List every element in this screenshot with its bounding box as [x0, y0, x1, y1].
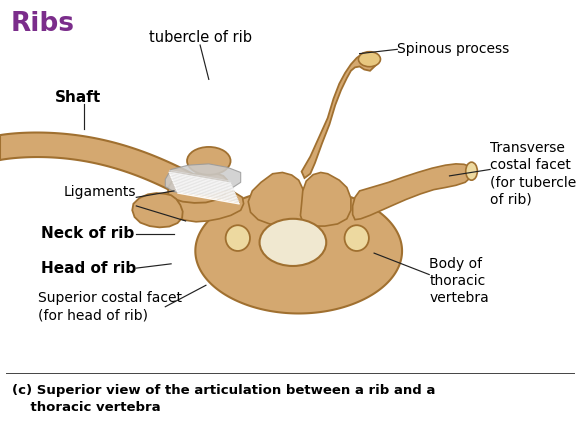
Polygon shape — [165, 184, 244, 222]
Ellipse shape — [259, 219, 326, 266]
Text: Neck of rib: Neck of rib — [41, 227, 134, 241]
Text: Ligaments: Ligaments — [64, 185, 136, 199]
Polygon shape — [165, 164, 241, 194]
Polygon shape — [300, 172, 351, 226]
Ellipse shape — [345, 225, 369, 251]
Polygon shape — [302, 52, 377, 178]
Polygon shape — [195, 188, 402, 314]
Polygon shape — [353, 164, 473, 220]
Ellipse shape — [226, 225, 250, 251]
Text: Head of rib: Head of rib — [41, 261, 136, 275]
Text: Ribs: Ribs — [10, 11, 74, 37]
Ellipse shape — [466, 162, 477, 180]
Text: Body of
thoracic
vertebra: Body of thoracic vertebra — [429, 257, 489, 305]
Ellipse shape — [159, 193, 176, 215]
Polygon shape — [248, 172, 306, 226]
Text: Shaft: Shaft — [55, 90, 102, 105]
Text: (c) Superior view of the articulation between a rib and a
    thoracic vertebra: (c) Superior view of the articulation be… — [12, 384, 435, 414]
Ellipse shape — [358, 52, 380, 66]
Polygon shape — [168, 173, 228, 203]
Text: Transverse
costal facet
(for tubercle
of rib): Transverse costal facet (for tubercle of… — [490, 141, 577, 207]
Ellipse shape — [187, 147, 230, 175]
Polygon shape — [132, 193, 183, 227]
Polygon shape — [0, 133, 220, 212]
Text: Superior costal facet
(for head of rib): Superior costal facet (for head of rib) — [38, 291, 182, 322]
Text: Spinous process: Spinous process — [397, 42, 510, 56]
Text: tubercle of rib: tubercle of rib — [148, 30, 252, 45]
